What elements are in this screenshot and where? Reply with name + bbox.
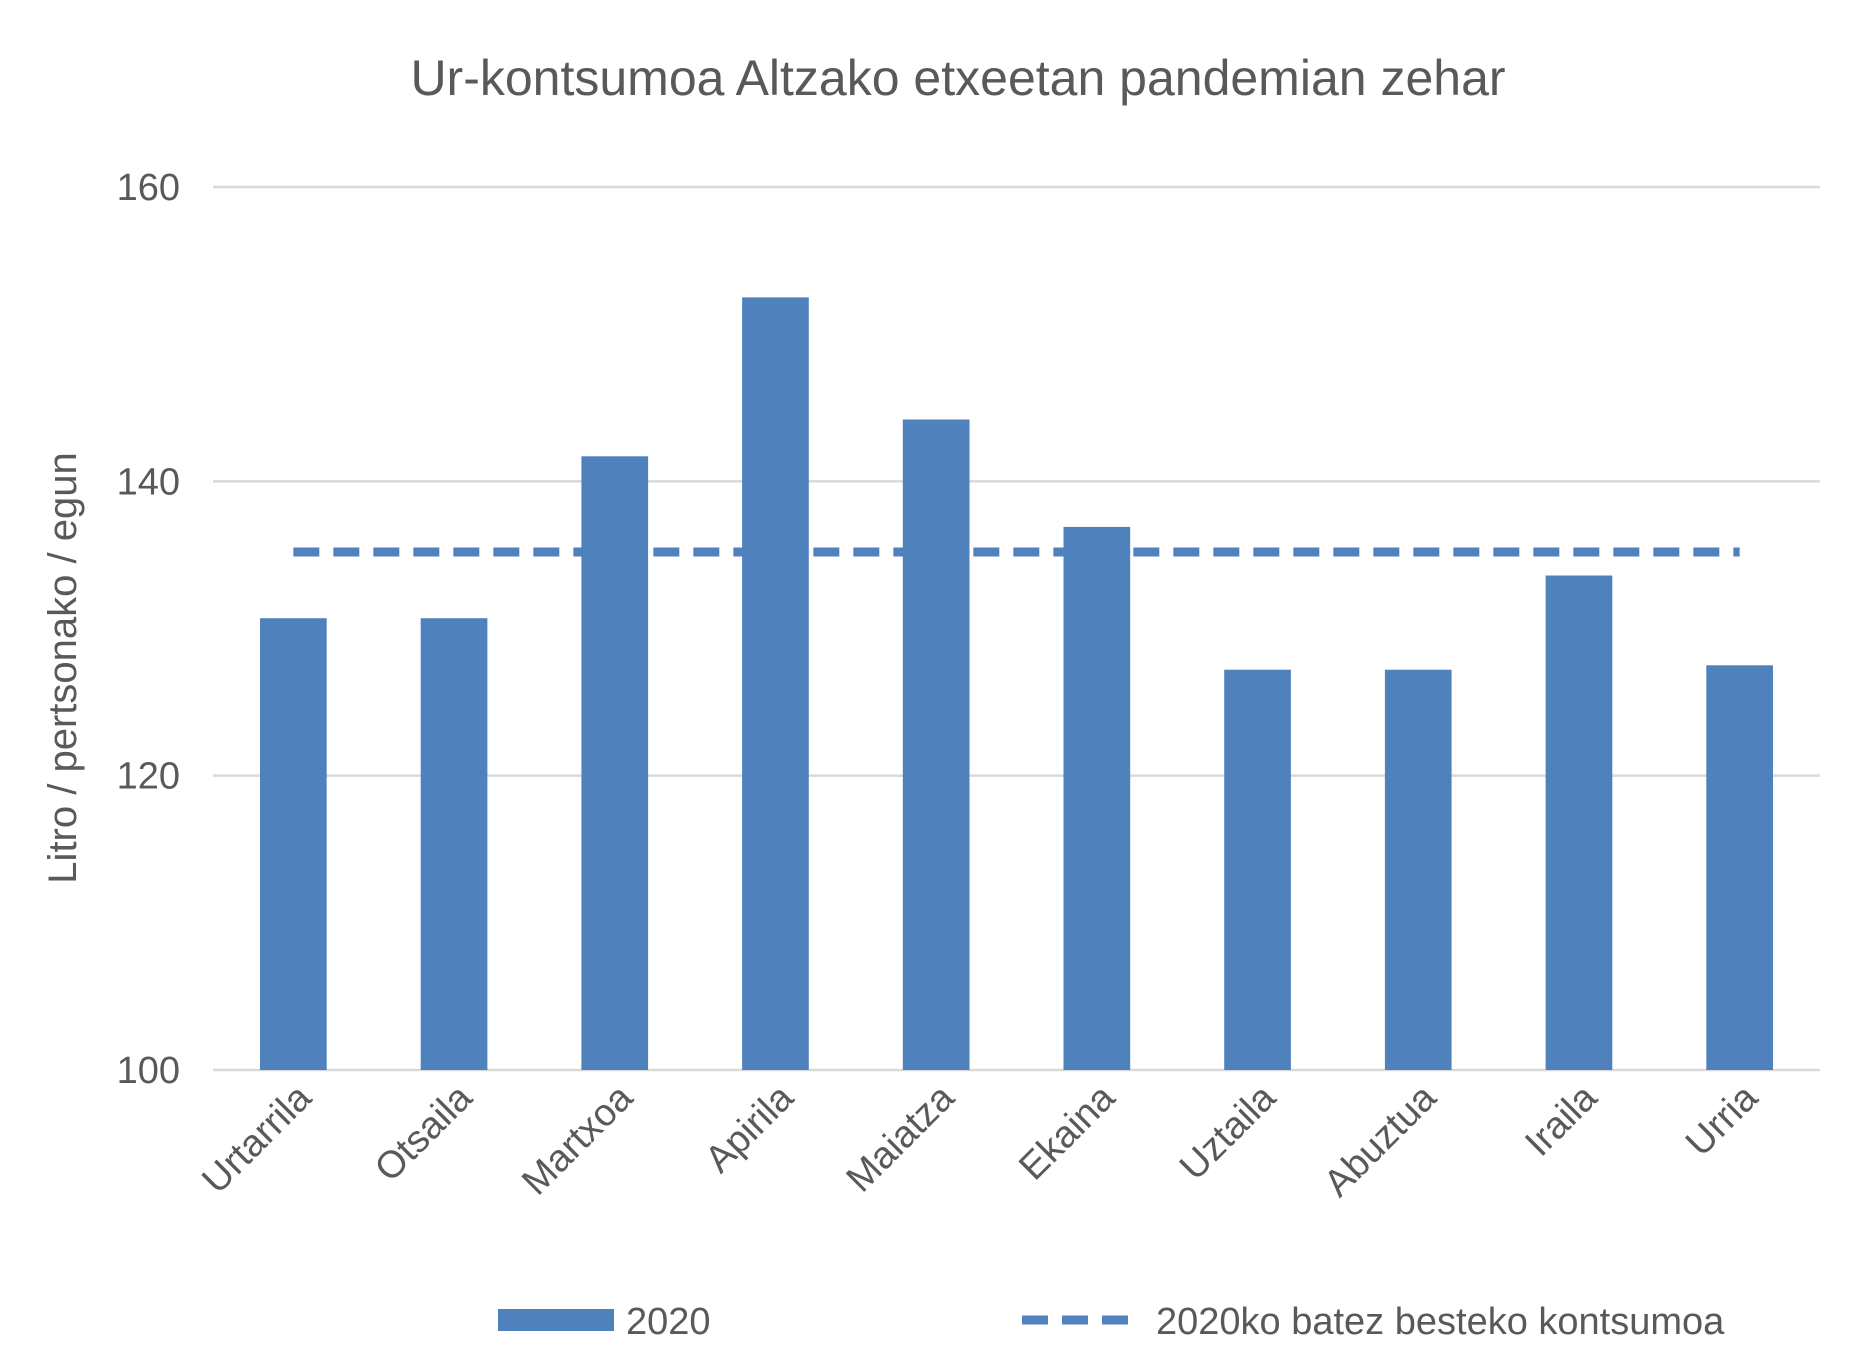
bar-iraila [1545, 575, 1613, 1070]
legend: 2020 2020ko batez besteko kontsumoa [498, 1301, 1725, 1343]
x-tick-label: Ekaina [1011, 1076, 1123, 1188]
legend-label-2020: 2020 [626, 1301, 711, 1343]
x-tick-label: Abuztua [1316, 1076, 1445, 1205]
x-tick-label: Uztaila [1172, 1076, 1284, 1188]
x-tick-label: Urria [1678, 1076, 1767, 1165]
x-axis-ticks: Urtarrila Otsaila Martxoa Apirila Maiatza Eka… [194, 1076, 1766, 1205]
bar-ekaina [1063, 526, 1131, 1070]
bar-abuztua [1384, 669, 1452, 1070]
x-tick-label: Apirila [697, 1076, 802, 1181]
bar-series [260, 297, 1773, 1071]
x-tick-label: Otsaila [367, 1076, 481, 1190]
x-tick-label: Iraila [1517, 1076, 1606, 1165]
bar-martxoa [581, 456, 649, 1070]
x-tick-label: Maiatza [839, 1076, 963, 1200]
bar-maiatza [902, 419, 970, 1071]
x-tick-label: Urtarrila [194, 1076, 320, 1202]
legend-label-average: 2020ko batez besteko kontsumoa [1156, 1301, 1725, 1343]
x-tick-label: Martxoa [514, 1076, 641, 1203]
y-tick-label: 160 [117, 167, 180, 209]
legend-swatch-bar [498, 1309, 614, 1331]
bar-urtarrila [260, 618, 327, 1070]
y-axis-ticks: 100 120 140 160 [117, 167, 180, 1092]
bar-otsaila [420, 618, 488, 1070]
bar-uztaila [1224, 669, 1291, 1070]
chart-title: Ur-kontsumoa Altzako etxeetan pandemian … [410, 50, 1505, 106]
bar-urria [1706, 665, 1773, 1070]
bar-apirila [742, 297, 809, 1070]
y-tick-label: 120 [117, 756, 180, 798]
y-tick-label: 100 [117, 1050, 180, 1092]
y-tick-label: 140 [117, 461, 180, 503]
y-axis-label: Litro / pertsonako / egun [41, 452, 85, 883]
